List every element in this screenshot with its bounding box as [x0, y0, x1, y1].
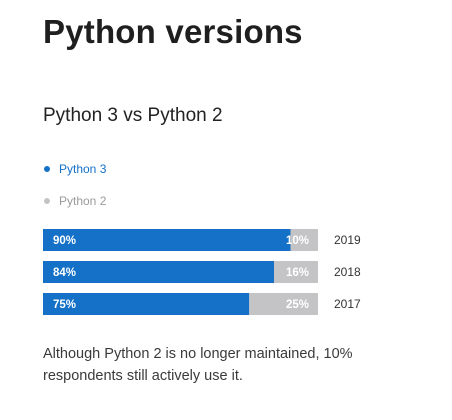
bar-label-python-3-2019: 90% [53, 235, 76, 247]
legend-label-python-2: Python 2 [59, 194, 107, 208]
legend-item-python-2[interactable]: Python 2 [43, 192, 106, 210]
chart-legend: Python 3 Python 2 [43, 160, 106, 210]
bar-segment-python-2-2018[interactable] [274, 261, 318, 283]
category-label-2019: 2019 [334, 233, 361, 247]
bar-label-python-2-2019: 10% [286, 235, 309, 247]
bar-label-python-3-2018: 84% [53, 267, 76, 279]
chart-title: Python 3 vs Python 2 [43, 105, 223, 126]
bar-segment-python-2-2017[interactable] [249, 293, 318, 315]
legend-label-python-3: Python 3 [59, 162, 107, 176]
legend-marker-python-2 [44, 198, 50, 204]
bar-label-python-3-2017: 75% [53, 299, 76, 311]
stacked-bar-chart: 90% 10% 2019 84% 16% 2018 75% 25% 2017 [43, 229, 361, 315]
bar-label-python-2-2017: 25% [286, 299, 309, 311]
legend-item-python-3[interactable]: Python 3 [43, 160, 106, 178]
bar-segment-python-3-2018[interactable] [43, 261, 274, 283]
page-title: Python versions [43, 13, 303, 50]
chart-note: Although Python 2 is no longer maintaine… [43, 346, 353, 384]
category-label-2018: 2018 [334, 265, 361, 279]
bar-segment-python-2-2019[interactable] [290, 229, 319, 251]
bar-segment-python-3-2019[interactable] [43, 229, 291, 251]
category-label-2017: 2017 [334, 297, 361, 311]
bar-segment-python-3-2017[interactable] [43, 293, 250, 315]
bar-label-python-2-2018: 16% [286, 267, 309, 279]
legend-marker-python-3 [44, 166, 50, 172]
